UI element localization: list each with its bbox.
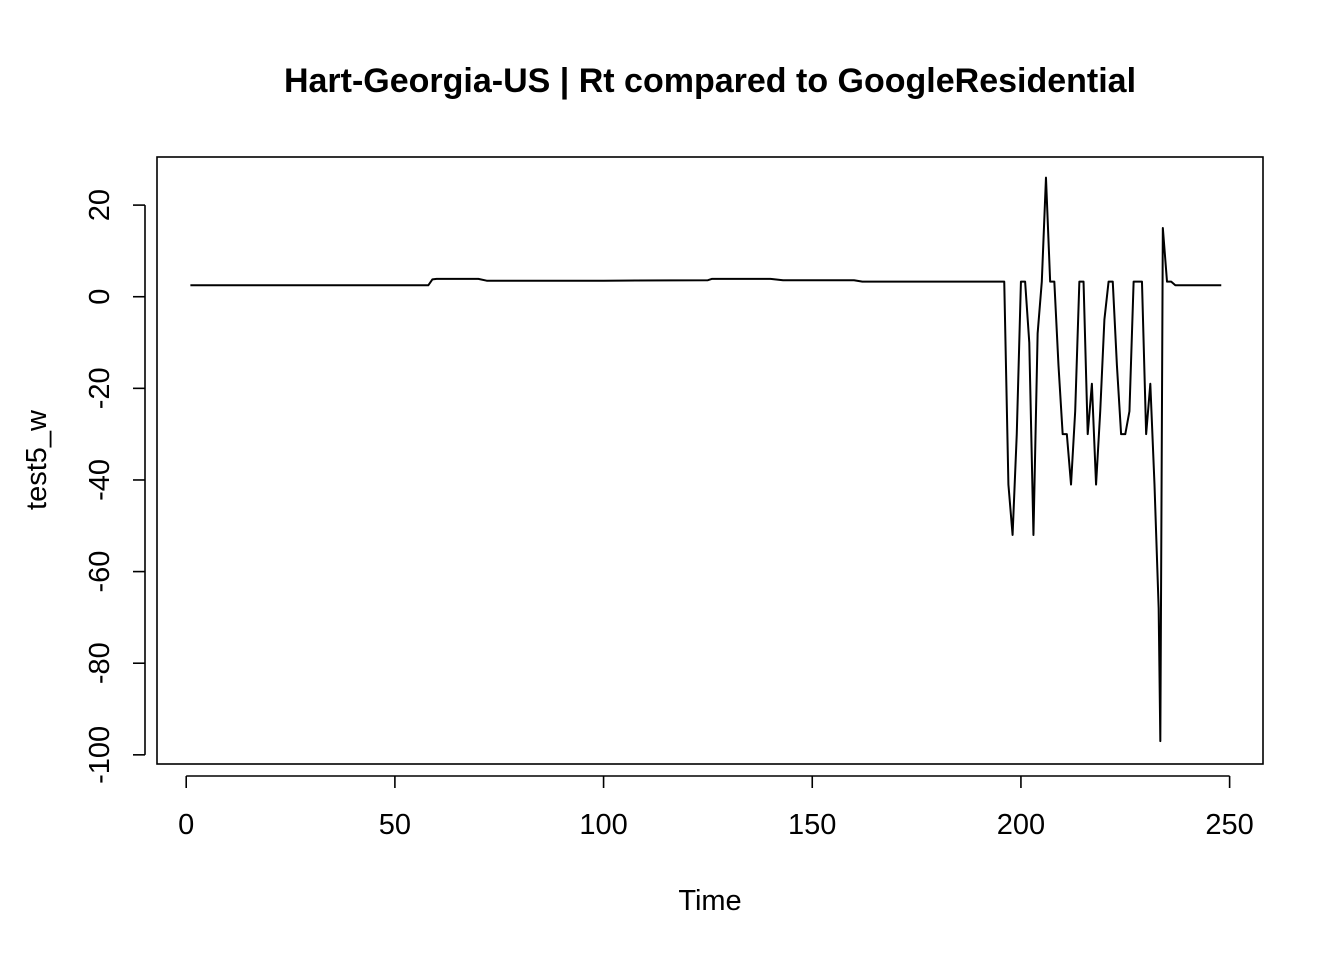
series-line (190, 176, 1222, 743)
y-tick-label: -80 (84, 642, 116, 684)
x-tick-label: 0 (178, 809, 194, 841)
plot-frame (156, 156, 1264, 765)
x-axis-label: Time (678, 885, 741, 917)
x-axis: 0 50 100 150 200 250 (178, 775, 1254, 841)
x-tick-label: 200 (997, 809, 1045, 841)
chart-title: Hart-Georgia-US | Rt compared to GoogleR… (284, 62, 1136, 100)
y-axis: 20 0 -20 -40 -60 -80 -100 (84, 189, 146, 784)
x-tick-label: 150 (788, 809, 836, 841)
y-tick-label: 0 (84, 289, 116, 305)
x-tick-label: 250 (1205, 809, 1253, 841)
y-tick-label: 20 (84, 189, 116, 221)
x-tick-label: 50 (379, 809, 411, 841)
x-tick-label: 100 (579, 809, 627, 841)
y-tick-label: -60 (84, 551, 116, 593)
y-tick-label: -40 (84, 459, 116, 501)
y-tick-label: -20 (84, 367, 116, 409)
y-tick-label: -100 (84, 726, 116, 784)
y-axis-label: test5_w (21, 409, 53, 510)
